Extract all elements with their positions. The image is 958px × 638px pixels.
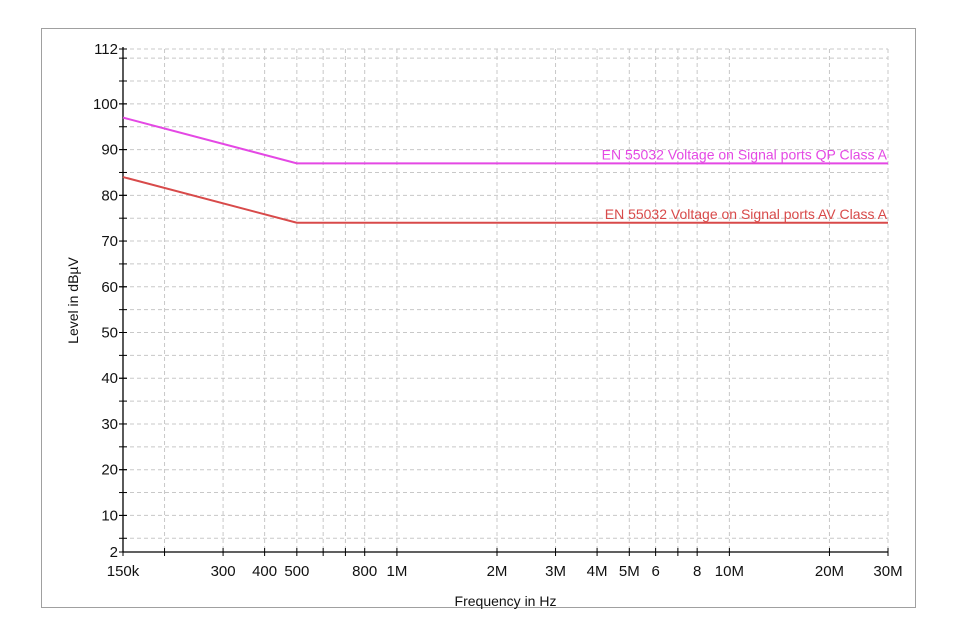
x-tick-label: 5M [619, 563, 640, 580]
y-tick-label: 70 [101, 233, 118, 250]
x-tick-label: 30M [873, 563, 902, 580]
y-tick-label: 112 [94, 41, 118, 58]
x-tick-label: 500 [284, 563, 309, 580]
y-tick-label: 80 [101, 187, 118, 204]
x-tick-label: 150k [107, 563, 140, 580]
x-tick-label: 300 [211, 563, 236, 580]
x-tick-label: 400 [252, 563, 277, 580]
series-line-0 [122, 116, 888, 165]
y-tick-label: 10 [101, 507, 118, 524]
y-tick-label: 100 [93, 96, 118, 113]
y-tick-label: 60 [101, 279, 118, 296]
y-axis-label: Level in dBµV [65, 257, 81, 344]
x-tick-label: 4M [587, 563, 608, 580]
y-tick-label: 20 [101, 462, 118, 479]
series-label-1: EN 55032 Voltage on Signal ports AV Clas… [605, 206, 888, 222]
y-tick-label: 50 [101, 325, 118, 342]
x-tick-label: 20M [815, 563, 844, 580]
chart-frame [41, 28, 916, 608]
y-tick-label: 30 [101, 416, 118, 433]
x-tick-label: 1M [386, 563, 407, 580]
y-tick-label: 2 [110, 544, 118, 561]
x-axis-label: Frequency in Hz [455, 593, 557, 609]
x-tick-label: 10M [715, 563, 744, 580]
series-label-0: EN 55032 Voltage on Signal ports QP Clas… [602, 146, 888, 162]
y-tick-label: 40 [101, 370, 118, 387]
x-tick-label: 2M [487, 563, 508, 580]
series-line-1 [122, 176, 888, 224]
x-tick-label: 800 [352, 563, 377, 580]
x-tick-label: 8 [693, 563, 701, 580]
x-tick-label: 3M [545, 563, 566, 580]
y-tick-label: 90 [101, 142, 118, 159]
x-tick-label: 6 [651, 563, 659, 580]
